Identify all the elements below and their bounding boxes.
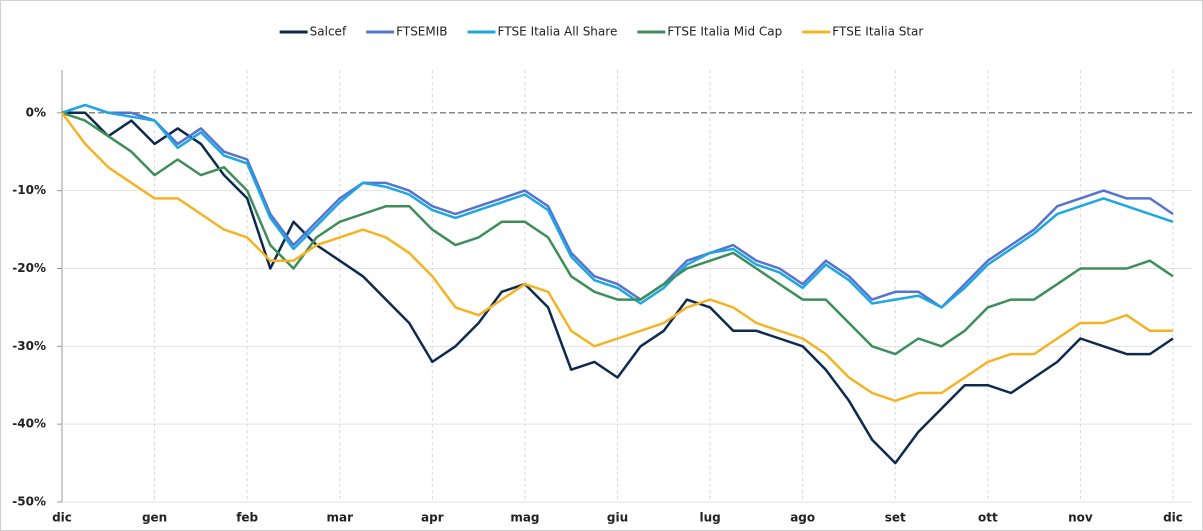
x-tick-label: nov xyxy=(1068,511,1093,525)
series-line xyxy=(62,111,1174,465)
legend-label: FTSEMIB xyxy=(396,25,447,39)
series-line xyxy=(61,103,1174,309)
x-tick-label: set xyxy=(885,511,906,525)
y-tick-label: -40% xyxy=(12,417,46,431)
y-tick-label: -30% xyxy=(12,339,46,353)
series-line xyxy=(60,112,1173,403)
y-tick-label: -20% xyxy=(12,261,46,275)
x-tick-label: lug xyxy=(699,511,720,525)
x-tick-label: feb xyxy=(236,511,258,525)
legend-label: FTSE Italia Star xyxy=(832,25,923,39)
series-line xyxy=(61,103,1174,309)
x-tick-label: mag xyxy=(510,511,539,525)
series-line xyxy=(61,111,1174,356)
y-tick-label: 0% xyxy=(26,105,46,119)
x-tick-label: ott xyxy=(978,511,998,525)
x-tick-label: mar xyxy=(326,511,353,525)
y-tick-label: -50% xyxy=(12,495,46,509)
legend-label: FTSE Italia All Share xyxy=(498,25,618,39)
x-tick-label: dic xyxy=(52,511,72,525)
x-tick-label: gen xyxy=(142,511,167,525)
y-tick-label: -10% xyxy=(12,183,46,197)
legend-label: FTSE Italia Mid Cap xyxy=(667,25,782,39)
x-tick-label: ago xyxy=(790,511,815,525)
x-tick-label: dic xyxy=(1163,511,1183,525)
legend-label: Salcef xyxy=(310,25,347,39)
x-tick-label: apr xyxy=(421,511,444,525)
x-tick-label: giu xyxy=(607,511,628,525)
